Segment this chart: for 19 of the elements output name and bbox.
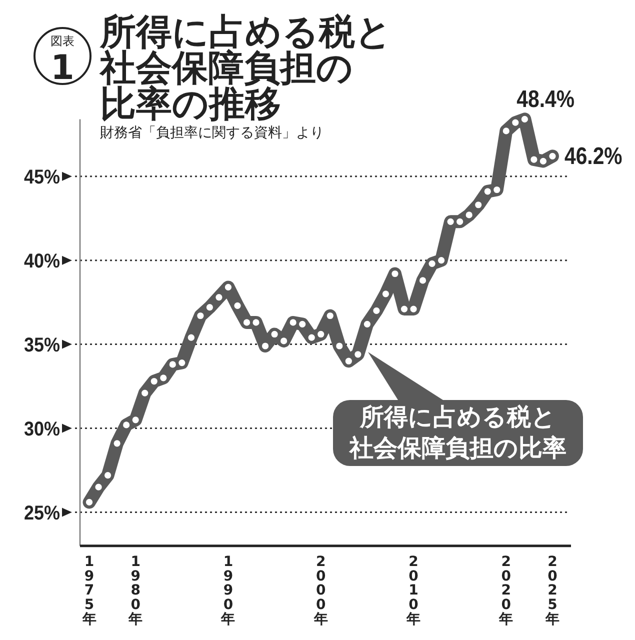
x-tick-label: 2025年 bbox=[545, 554, 560, 628]
title: 所得に占める税と社会保障負担の比率の推移 bbox=[100, 15, 392, 123]
source-note: 財務省「負担率に関する資料」より bbox=[100, 125, 324, 141]
figure-caption: 図表 bbox=[50, 34, 74, 48]
x-tick-label: 2000年 bbox=[314, 554, 328, 628]
series-name: 所得に占める税と社会保障負担の比率 bbox=[348, 402, 568, 464]
y-tick-label: 25% bbox=[24, 502, 60, 525]
value-label: 48.4% bbox=[516, 86, 574, 113]
y-tick-label: 45% bbox=[24, 166, 60, 189]
x-tick-label: 1980年 bbox=[128, 554, 143, 628]
y-tick-label: 30% bbox=[24, 418, 60, 441]
value-label: 46.2% bbox=[564, 142, 622, 170]
x-tick-label: 1990年 bbox=[221, 554, 236, 628]
x-tick-label: 1975年 bbox=[82, 554, 96, 628]
y-tick-label: 35% bbox=[24, 334, 60, 357]
x-tick-label: 2020年 bbox=[499, 554, 514, 628]
figure-number: 1 bbox=[50, 48, 74, 88]
x-tick-label: 2010年 bbox=[406, 554, 420, 628]
y-tick-label: 40% bbox=[24, 250, 60, 273]
